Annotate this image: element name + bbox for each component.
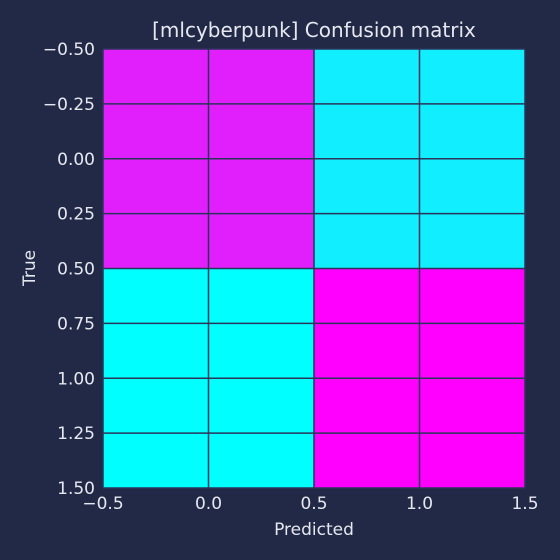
gridlines (102, 48, 526, 489)
y-tick-label: 0.25 (57, 205, 95, 225)
y-tick-label: 1.00 (57, 369, 95, 389)
y-tick-label: −0.50 (43, 40, 95, 60)
y-axis-label: True (20, 250, 40, 287)
chart-title: [mlcyberpunk] Confusion matrix (152, 18, 476, 42)
y-tick-label: 0.50 (57, 260, 95, 280)
y-tick-label: −0.25 (43, 95, 95, 115)
y-tick-label: 1.50 (57, 479, 95, 499)
x-tick-label: −0.5 (82, 494, 123, 514)
x-axis-label: Predicted (274, 520, 354, 540)
y-axis-ticks: −0.50 −0.25 0.00 0.25 0.50 0.75 1.00 1.25 1.50 (43, 40, 95, 499)
y-tick-label: 0.75 (57, 314, 95, 334)
x-tick-label: 0.5 (300, 494, 327, 514)
y-tick-label: 0.00 (57, 150, 95, 170)
x-tick-label: 1.5 (511, 494, 538, 514)
x-tick-label: 1.0 (406, 494, 433, 514)
x-axis-ticks: −0.5 0.0 0.5 1.0 1.5 (82, 494, 538, 514)
y-tick-label: 1.25 (57, 424, 95, 444)
x-tick-label: 0.0 (195, 494, 222, 514)
